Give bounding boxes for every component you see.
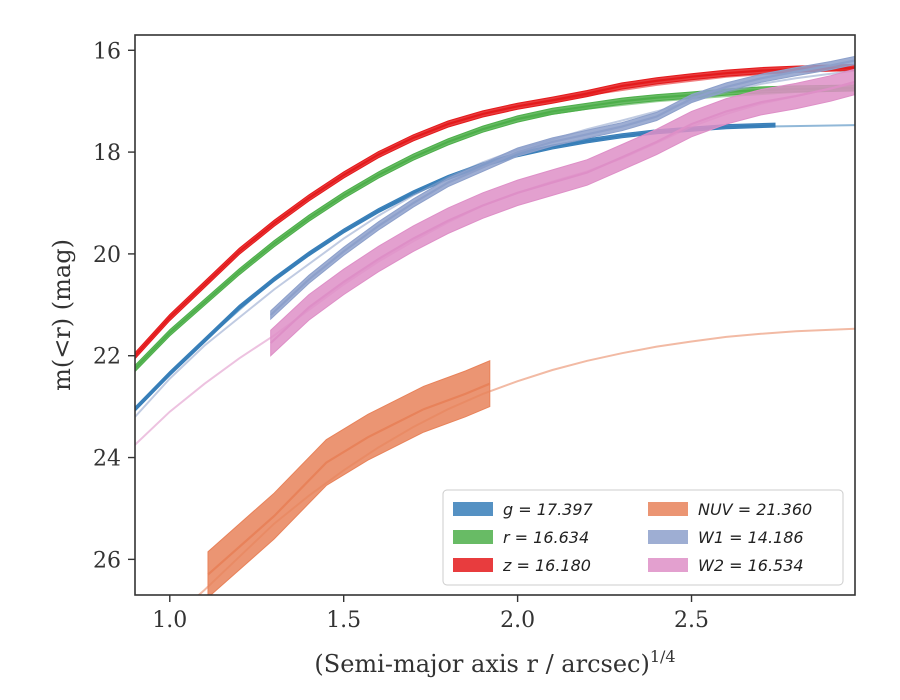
legend-entry: g = 17.397 — [503, 500, 594, 519]
measured-band-r — [135, 84, 855, 373]
y-tick-label: 22 — [93, 345, 121, 370]
plot-frame — [134, 34, 856, 596]
x-tick-label: 2.5 — [674, 608, 709, 633]
y-tick-label: 20 — [93, 243, 121, 268]
legend-swatch — [453, 558, 493, 572]
legend-entry: z = 16.180 — [502, 556, 591, 575]
legend-swatch — [648, 502, 688, 516]
measured-line-g — [135, 124, 776, 410]
y-tick-label: 18 — [93, 141, 121, 166]
measured-band-z — [135, 63, 855, 360]
measured-band-w2 — [270, 68, 855, 357]
y-axis-label: m(<r) (mag) — [48, 239, 76, 391]
legend-box — [442, 489, 844, 586]
series-layer — [135, 55, 855, 595]
measured-line-nuv — [207, 382, 491, 576]
measured-line-w1 — [269, 59, 855, 316]
legend-swatch — [453, 530, 493, 544]
legend-swatch — [648, 558, 688, 572]
y-tick-label: 24 — [93, 447, 121, 472]
legend: g = 17.397 r = 16.634 z = 16.180 NUV = 21.3… — [442, 489, 844, 586]
legend-entry: r = 16.634 — [503, 528, 589, 547]
x-tick-label: 1.0 — [152, 608, 187, 633]
ticks-layer: 1.0 1.5 2.0 2.5 16 18 20 22 24 26 — [93, 39, 709, 633]
x-axis-label-exponent: 1/4 — [650, 647, 676, 666]
y-tick-label: 16 — [93, 39, 121, 64]
y-tick-label: 26 — [93, 548, 121, 573]
legend-entry: NUV = 21.360 — [698, 500, 812, 519]
x-axis-label-base: (Semi-major axis r / arcsec) — [314, 650, 649, 678]
measured-line-w2 — [269, 80, 855, 344]
model-line-w2 — [135, 82, 855, 446]
measured-band-g — [135, 122, 776, 412]
measured-line-r — [135, 86, 855, 370]
legend-swatch — [453, 502, 493, 516]
x-tick-label: 1.5 — [326, 608, 361, 633]
measured-band-nuv — [207, 360, 491, 595]
legend-swatch — [648, 530, 688, 544]
x-tick-label: 2.0 — [500, 608, 535, 633]
x-axis-label: (Semi-major axis r / arcsec)1/4 — [314, 647, 675, 678]
legend-entry: W2 = 16.534 — [698, 556, 804, 575]
measured-band-w1 — [270, 55, 855, 321]
legend-entry: W1 = 14.186 — [698, 528, 804, 547]
measured-line-z — [135, 66, 855, 357]
